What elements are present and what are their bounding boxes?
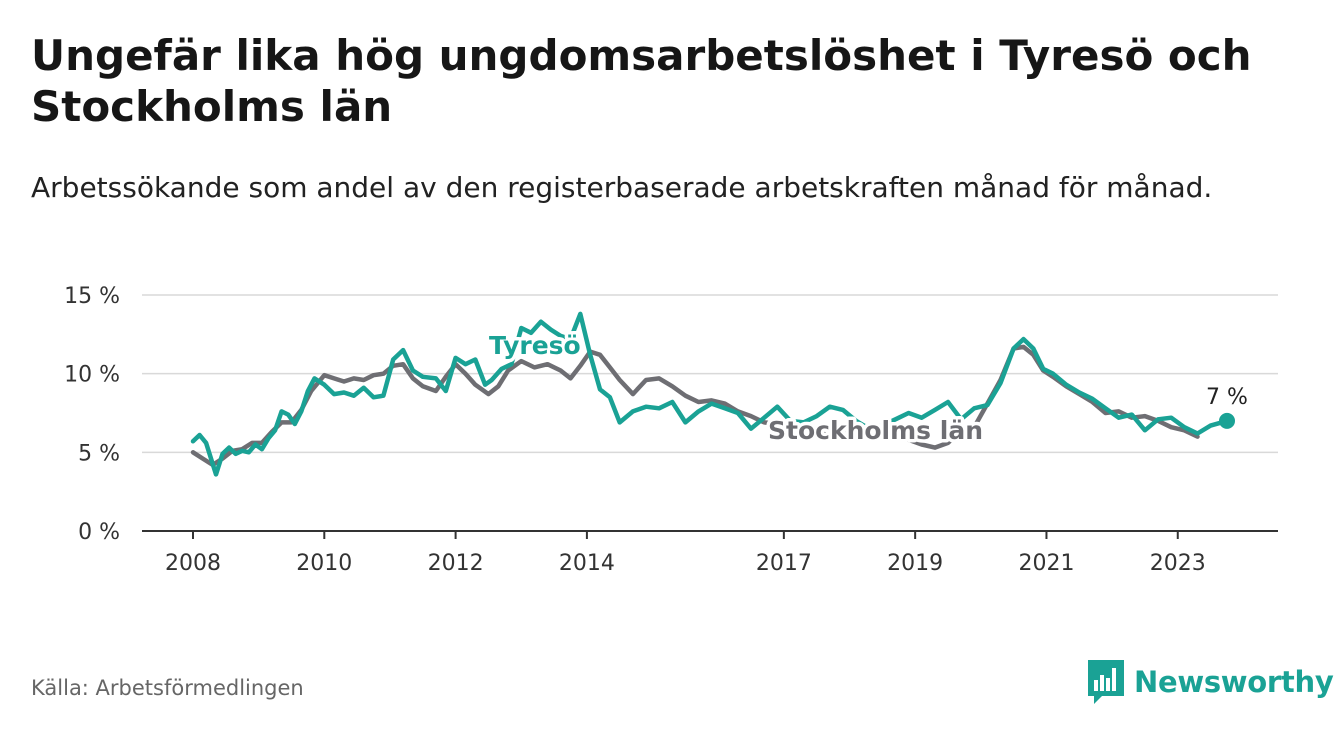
series-labels: Stockholms län Tyresö 7 %	[486, 328, 1248, 449]
source-note: Källa: Arbetsförmedlingen	[31, 676, 304, 700]
brand-logo: Newsworthy	[1088, 660, 1334, 704]
y-axis-ticks: 0 % 5 % 10 % 15 %	[64, 284, 120, 545]
y-tick-label: 15 %	[64, 284, 120, 309]
brand-name: Newsworthy	[1134, 665, 1334, 699]
y-tick-label: 5 %	[78, 441, 120, 466]
y-tick-label: 10 %	[64, 363, 120, 388]
end-value-label: 7 %	[1206, 385, 1248, 410]
chart-title: Ungefär lika hög ungdomsarbetslöshet i T…	[31, 31, 1252, 131]
series-line-tyreso	[190, 311, 1230, 477]
x-tick-label: 2017	[756, 551, 812, 576]
x-tick-label: 2010	[296, 551, 352, 576]
end-point-marker	[1219, 412, 1235, 429]
x-tick-label: 2019	[887, 551, 943, 576]
series-label-tyreso: Tyresö	[489, 331, 581, 360]
line-chart: 0 %5 %10 %15 % 2008 2010 2012 2014 2017 2019 2…	[64, 284, 1278, 576]
y-tick-label: 0 %	[78, 520, 120, 545]
x-tick-label: 2021	[1018, 551, 1074, 576]
chart-subtitle: Arbetssökande som andel av den registerb…	[31, 171, 1213, 204]
x-axis: 2008 2010 2012 2014 2017 2019 2021 2023	[142, 530, 1278, 576]
newsworthy-logo-icon	[1088, 660, 1124, 704]
x-tick-label: 2023	[1150, 551, 1206, 576]
gridlines	[142, 294, 1278, 454]
x-tick-label: 2008	[165, 551, 221, 576]
series-label-stockholms-lan: Stockholms län	[768, 416, 983, 445]
series-line-stockholms-lan	[190, 344, 1200, 468]
x-tick-label: 2014	[559, 551, 615, 576]
series-lines	[190, 311, 1235, 477]
x-tick-label: 2012	[428, 551, 484, 576]
